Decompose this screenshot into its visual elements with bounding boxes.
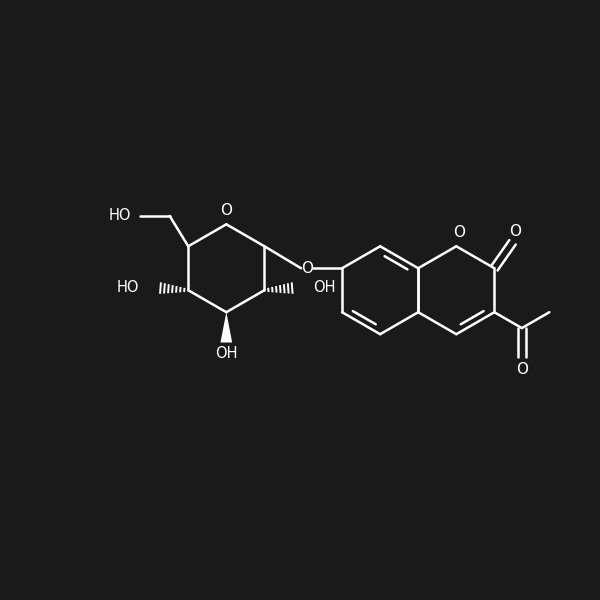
Text: O: O — [220, 203, 232, 218]
Text: OH: OH — [215, 346, 238, 361]
Text: HO: HO — [117, 280, 139, 295]
Text: O: O — [301, 261, 313, 276]
Text: O: O — [453, 225, 465, 240]
Text: HO: HO — [108, 208, 131, 223]
Text: OH: OH — [313, 280, 336, 295]
Text: O: O — [516, 362, 528, 377]
Text: O: O — [509, 224, 521, 239]
Polygon shape — [220, 312, 232, 343]
